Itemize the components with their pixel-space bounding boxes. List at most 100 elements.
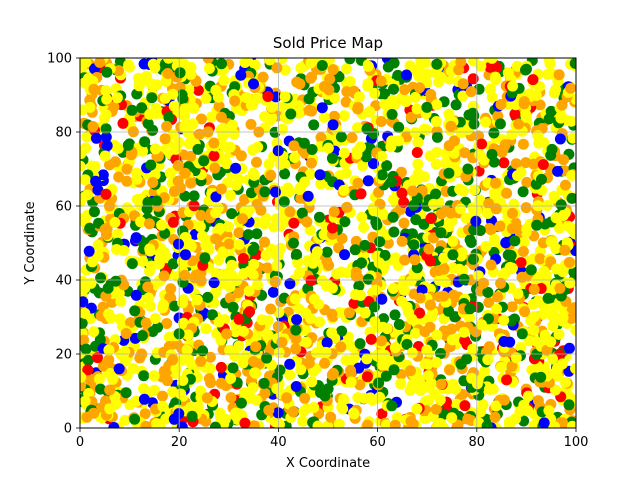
scatter-point — [537, 308, 549, 320]
scatter-point — [119, 414, 131, 426]
scatter-point — [235, 69, 247, 81]
scatter-point — [139, 408, 151, 420]
scatter-point — [164, 167, 176, 179]
scatter-point — [355, 290, 366, 301]
scatter-point — [469, 184, 480, 196]
scatter-point — [340, 354, 352, 366]
scatter-point — [113, 363, 125, 375]
scatter-point — [483, 297, 495, 308]
scatter-point — [376, 169, 388, 181]
scatter-point — [205, 377, 217, 389]
scatter-point — [318, 229, 330, 241]
scatter-point — [159, 227, 171, 239]
scatter-point — [108, 101, 120, 113]
scatter-point — [262, 329, 274, 341]
scatter-point — [532, 130, 544, 142]
scatter-point — [351, 148, 363, 160]
scatter-point — [315, 132, 327, 143]
scatter-point — [355, 188, 367, 200]
scatter-point — [322, 383, 334, 395]
scatter-point — [123, 59, 135, 71]
scatter-point — [425, 378, 437, 390]
scatter-point — [163, 58, 175, 64]
scatter-point — [268, 221, 280, 233]
scatter-point — [424, 299, 436, 311]
scatter-point — [104, 368, 116, 379]
scatter-point — [251, 228, 263, 240]
scatter-point — [174, 182, 186, 194]
scatter-point — [381, 323, 393, 335]
scatter-point — [435, 348, 446, 359]
scatter-point — [381, 160, 393, 172]
scatter-point — [305, 275, 317, 287]
scatter-point — [83, 245, 95, 257]
scatter-point — [279, 91, 291, 103]
scatter-point — [225, 373, 237, 384]
scatter-point — [518, 96, 530, 108]
scatter-point — [335, 131, 347, 143]
scatter-point — [140, 420, 152, 428]
scatter-point — [248, 258, 260, 270]
scatter-point — [117, 117, 129, 129]
scatter-point — [209, 162, 221, 174]
scatter-point — [548, 87, 560, 99]
scatter-point — [141, 203, 153, 215]
scatter-point — [438, 290, 450, 302]
scatter-point — [396, 235, 408, 247]
scatter-point — [482, 286, 494, 298]
scatter-point — [338, 110, 350, 122]
scatter-point — [185, 68, 197, 80]
scatter-point — [83, 73, 94, 84]
scatter-point — [431, 58, 443, 70]
scatter-point — [80, 317, 88, 329]
scatter-point — [509, 108, 521, 120]
scatter-point — [411, 103, 423, 115]
y-axis-label: Y Coordinate — [23, 201, 38, 285]
scatter-point — [136, 76, 148, 87]
scatter-point — [233, 313, 245, 325]
scatter-point — [250, 332, 262, 344]
scatter-point — [121, 163, 133, 175]
scatter-point — [550, 263, 562, 275]
scatter-point — [176, 421, 188, 428]
scatter-point — [538, 417, 550, 428]
scatter-point — [388, 83, 399, 95]
scatter-point — [462, 163, 474, 175]
scatter-point — [104, 159, 115, 171]
scatter-point — [525, 264, 537, 276]
scatter-point — [531, 219, 543, 231]
scatter-point — [362, 80, 374, 92]
scatter-point — [223, 238, 235, 250]
scatter-point — [113, 65, 124, 77]
scatter-point — [482, 354, 494, 366]
scatter-point — [179, 167, 191, 179]
scatter-point — [291, 248, 302, 260]
scatter-point — [130, 395, 142, 407]
scatter-point — [319, 357, 331, 369]
scatter-point — [230, 162, 242, 174]
scatter-point — [348, 408, 360, 420]
scatter-point — [358, 221, 370, 233]
scatter-point — [302, 190, 314, 202]
scatter-point — [410, 327, 422, 339]
scatter-point — [100, 85, 112, 96]
scatter-point — [247, 144, 259, 156]
scatter-point — [199, 252, 211, 264]
scatter-point — [243, 204, 255, 216]
scatter-point — [377, 209, 389, 221]
scatter-point — [530, 89, 542, 101]
scatter-point — [541, 200, 553, 211]
scatter-point — [494, 118, 506, 130]
x-tick-label: 60 — [369, 435, 386, 450]
scatter-point — [210, 233, 222, 245]
scatter-point — [528, 158, 540, 170]
scatter-point — [484, 61, 496, 73]
scatter-point — [570, 363, 576, 374]
scatter-point — [520, 111, 532, 123]
scatter-point — [375, 116, 387, 127]
scatter-point — [498, 336, 510, 347]
scatter-point — [301, 216, 313, 228]
scatter-point — [425, 213, 437, 224]
scatter-point — [524, 335, 535, 347]
